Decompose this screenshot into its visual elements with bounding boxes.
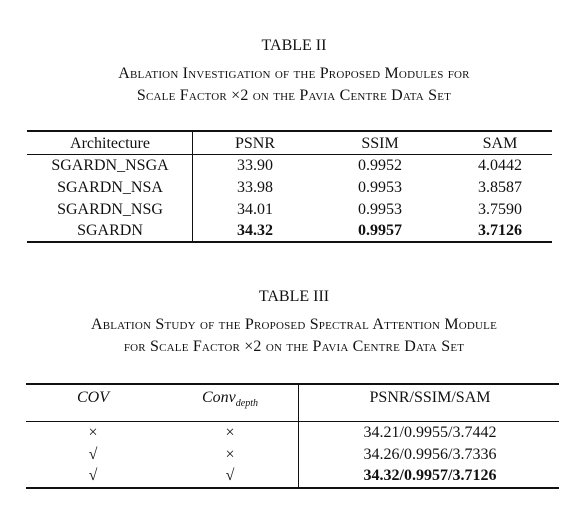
table-cell: 34.21/0.9955/3.7442 [363, 424, 497, 441]
header-text: SAM [482, 135, 518, 152]
table-title: TABLE II [261, 37, 327, 54]
table-cell: 34.01 [237, 201, 273, 218]
header-text: PSNR [234, 135, 276, 152]
table-cell: 0.9952 [358, 157, 402, 174]
table-rule [26, 383, 559, 385]
table-cell: 4.0442 [478, 157, 522, 174]
column-header: PSNR/SSIM/SAM [370, 390, 491, 406]
table-cell: 3.7590 [478, 201, 522, 218]
header-text: Conv [202, 389, 236, 406]
table-cell: 3.7126 [478, 222, 522, 239]
column-header: Convdepth [202, 390, 258, 409]
table-cell: × [225, 424, 235, 441]
table-cell: SGARDN_NSGA [51, 157, 169, 174]
table-caption: for Scale Factor ×2 on the Pavia Centre … [123, 338, 465, 355]
column-header: SSIM [361, 136, 398, 152]
table-caption: Scale Factor ×2 on the Pavia Centre Data… [136, 87, 452, 104]
table-cell: SGARDN [77, 222, 143, 239]
table-caption: Ablation Investigation of the Proposed M… [118, 65, 470, 82]
table-cell: √ [225, 467, 235, 484]
table-cell: 0.9953 [358, 201, 402, 218]
header-text: COV [77, 389, 109, 406]
table-rule [192, 130, 193, 241]
header-subscript: depth [235, 398, 258, 410]
table-cell: × [88, 424, 98, 441]
table-cell: 0.9953 [358, 179, 402, 196]
table-cell: × [225, 446, 235, 463]
table-title: TABLE III [258, 288, 330, 305]
table-rule [26, 487, 559, 489]
header-text: SSIM [361, 135, 399, 152]
table-cell: 34.26/0.9956/3.7336 [363, 446, 497, 463]
table-rule [27, 241, 552, 243]
column-header: PSNR [235, 136, 275, 152]
table-cell: √ [88, 446, 98, 463]
table-rule [298, 383, 299, 487]
table-rule [26, 421, 559, 422]
table-cell: 3.8587 [478, 179, 522, 196]
table-cell: SGARDN_NSA [57, 179, 163, 196]
table-rule [27, 130, 552, 132]
table-cell: 34.32 [237, 222, 273, 239]
table-cell: √ [88, 467, 98, 484]
table-cell: SGARDN_NSG [57, 201, 163, 218]
table-cell: 33.98 [237, 179, 273, 196]
column-header: COV [77, 390, 109, 406]
table-caption: Ablation Study of the Proposed Spectral … [90, 316, 498, 333]
header-text: PSNR/SSIM/SAM [369, 389, 491, 406]
table-cell: 34.32/0.9957/3.7126 [363, 467, 497, 484]
column-header: Architecture [70, 136, 150, 152]
table-rule [27, 154, 552, 155]
table-cell: 0.9957 [358, 222, 402, 239]
header-text: Architecture [70, 135, 150, 152]
column-header: SAM [483, 136, 518, 152]
table-cell: 33.90 [237, 157, 273, 174]
